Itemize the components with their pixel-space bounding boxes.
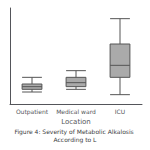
svg-text:Medical ward: Medical ward	[56, 108, 96, 115]
svg-text:Figure 4: Severity of Metaboli: Figure 4: Severity of Metabolic Alkalosi…	[14, 128, 135, 136]
svg-text:Outpatient: Outpatient	[16, 108, 49, 116]
svg-text:According to L: According to L	[54, 136, 98, 144]
svg-text:Location: Location	[61, 118, 91, 126]
svg-text:ICU: ICU	[115, 108, 125, 115]
